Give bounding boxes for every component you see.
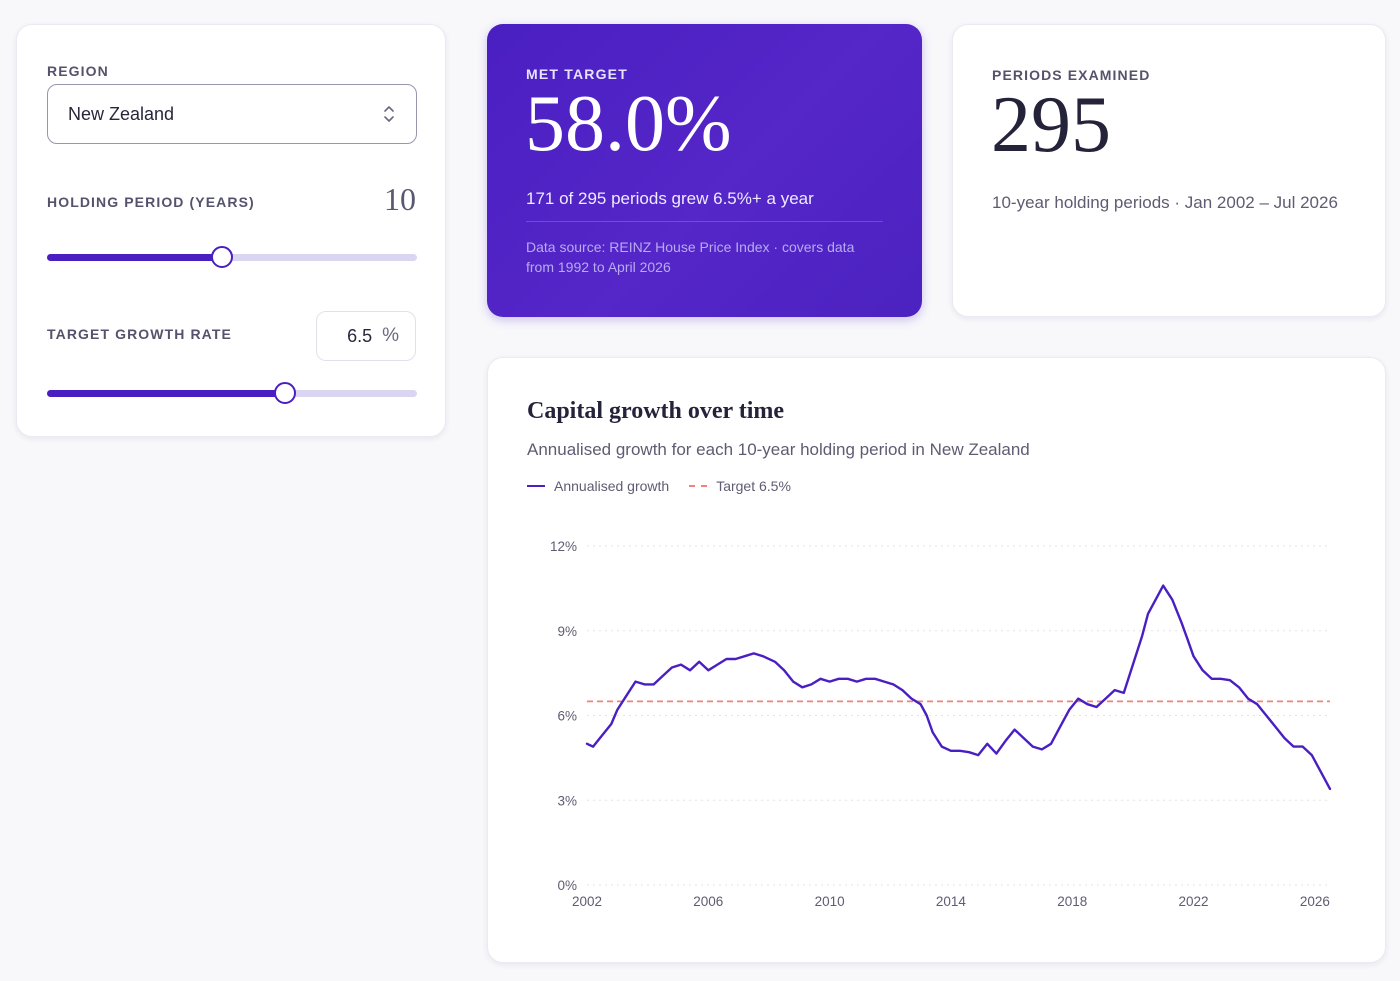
x-tick-label: 2002 xyxy=(572,894,602,909)
target-growth-label: TARGET GROWTH RATE xyxy=(47,326,232,342)
x-tick-label: 2022 xyxy=(1179,894,1209,909)
met-target-summary: 171 of 295 periods grew 6.5%+ a year xyxy=(526,189,814,208)
target-growth-value: 6.5 xyxy=(347,325,373,346)
region-select-value: New Zealand xyxy=(68,103,175,124)
data-source-note: Data source: REINZ House Price Index · c… xyxy=(526,239,855,275)
rate-slider-thumb[interactable] xyxy=(273,382,296,404)
chart-title: Capital growth over time xyxy=(527,398,785,424)
percent-unit: % xyxy=(382,325,399,346)
region-label: REGION xyxy=(47,63,109,79)
rate-slider-fill xyxy=(47,389,285,397)
legend-label-target: Target 6.5% xyxy=(716,478,791,494)
y-tick-label: 12% xyxy=(550,539,577,554)
divider xyxy=(526,221,883,222)
region-select[interactable]: New Zealand xyxy=(47,84,417,144)
y-tick-label: 3% xyxy=(557,793,577,808)
met-target-value: 58.0% xyxy=(525,80,732,168)
legend-item-target: Target 6.5% xyxy=(689,478,791,494)
chevron-up-down-icon xyxy=(384,106,394,122)
periods-examined-value: 295 xyxy=(991,81,1111,169)
holding-period-label: HOLDING PERIOD (YEARS) xyxy=(47,194,255,210)
chart-legend: Annualised growth Target 6.5% xyxy=(527,478,811,494)
met-target-label: MET TARGET xyxy=(526,66,628,82)
x-tick-label: 2018 xyxy=(1057,894,1087,909)
x-tick-label: 2026 xyxy=(1300,894,1330,909)
holding-slider-fill xyxy=(47,253,223,261)
target-growth-input[interactable]: 6.5 % xyxy=(316,311,416,361)
legend-swatch-target xyxy=(689,485,708,487)
legend-swatch-growth xyxy=(527,485,545,487)
chart-subtitle: Annualised growth for each 10-year holdi… xyxy=(527,440,1030,459)
chart-card: Capital growth over time Annualised grow… xyxy=(487,357,1386,963)
holding-slider-thumb[interactable] xyxy=(211,246,234,268)
y-tick-label: 6% xyxy=(557,709,577,724)
met-target-card: MET TARGET 58.0% 171 of 295 periods grew… xyxy=(487,24,922,317)
controls-card: REGION New Zealand HOLDING PERIOD (YEARS… xyxy=(16,24,446,437)
legend-item-growth: Annualised growth xyxy=(527,478,669,494)
line-chart: 12% 9% 6% 3% 0%2002 2006 2010 2014 2018 2022 2026 xyxy=(550,539,1332,909)
target-growth-slider[interactable] xyxy=(47,381,417,405)
holding-period-slider[interactable] xyxy=(47,245,417,269)
growth-series-line xyxy=(585,584,1332,791)
y-tick-label: 9% xyxy=(557,624,577,639)
holding-period-value: 10 xyxy=(384,181,416,217)
periods-examined-summary: 10-year holding periods · Jan 2002 – Jul… xyxy=(992,193,1338,212)
x-tick-label: 2010 xyxy=(815,894,845,909)
x-tick-label: 2006 xyxy=(693,894,723,909)
periods-examined-card: PERIODS EXAMINED 295 10-year holding per… xyxy=(952,24,1386,317)
periods-examined-label: PERIODS EXAMINED xyxy=(992,67,1151,83)
x-tick-label: 2014 xyxy=(936,894,967,909)
legend-label-growth: Annualised growth xyxy=(554,478,670,494)
y-tick-label: 0% xyxy=(557,878,577,893)
